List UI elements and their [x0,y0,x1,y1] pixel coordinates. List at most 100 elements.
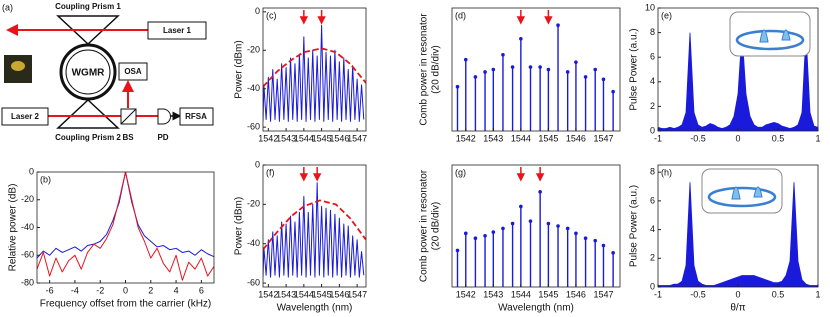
panel: 1542 1543 1544 1545 1546 1547 Comb power in re… [419,7,621,143]
resonator [65,49,111,95]
x-tick-label: 1546 [329,133,349,143]
x-tick-label: -6 [46,285,54,295]
data-line [37,172,214,281]
stem-head [455,248,460,253]
data-line [37,172,214,259]
x-tick-label: 0.5 [772,289,785,299]
stem-head [463,57,468,62]
x-tick-label: 0.5 [772,133,785,143]
y-axis-label: Comb power in resonator [419,13,430,126]
x-tick-label: 1547 [347,133,367,143]
x-tick-label: -1 [654,133,662,143]
panel-label: (b) [40,174,51,184]
prism-label: Coupling Prism 2 [55,133,121,142]
detector-label: PD [157,133,168,142]
axes-frame [451,7,621,132]
plot-area [658,182,818,287]
y-axis-label: Relative power (dB) [8,184,19,272]
axes-frame [451,164,621,288]
x-tick-label: -2 [96,285,104,295]
y-tick-label: 2 [650,253,655,263]
box-label: Laser 2 [11,112,40,121]
detector [157,108,171,125]
area [658,32,818,131]
data-line [263,47,366,88]
y-axis-label: (20 dB/div) [431,202,442,250]
x-axis-label: Wavelength (nm) [498,303,574,314]
panel: 1542 1543 1544 1545 1546 1547 Wavelength (nm) C… [419,164,621,314]
x-tick-label: 1542 [258,133,278,143]
stem-head [538,190,542,194]
y-axis-label: Comb power in resonator [419,169,430,282]
stem-head [538,65,542,69]
resonator-label: WGMR [72,68,106,79]
stem-head [519,204,523,209]
stem-head [593,238,598,243]
y-tick-label: -60 [21,250,34,260]
x-tick-label: 1544 [511,133,531,143]
y-axis-label: Power (dBm) [234,40,245,98]
panel-label: (h) [661,167,672,177]
x-tick-label: 1545 [312,133,332,143]
x-tick-label: 4 [174,285,179,295]
arrow [299,10,309,25]
y-tick-label: 2 [650,101,655,111]
y-tick-label: 0 [255,6,260,16]
x-axis-label: Wavelength (nm) [277,303,353,314]
stem-head [528,219,533,223]
stem-head [463,231,468,236]
arrow [516,10,526,25]
arrow [544,10,553,25]
stem-head [455,84,460,89]
y-axis-label: Pulse Power (a.u.) [629,28,640,110]
area [658,182,818,287]
x-tick-label: 1 [815,289,820,299]
stem-head [546,221,551,226]
y-tick-label: 0 [29,166,34,176]
stem-head [556,224,560,228]
y-tick-label: -20 [247,45,260,55]
y-tick-label: 4 [650,224,655,234]
axes-frame [262,164,367,288]
plot-area [455,23,615,131]
panel-label: (f) [266,167,275,177]
panel-label: (a) [2,2,13,12]
y-tick-label: 10 [645,2,655,12]
photo-detail [11,61,25,71]
prism [56,98,120,129]
x-tick-label: 1543 [483,289,503,299]
x-tick-label: 1547 [347,289,367,299]
panel-label: (e) [661,10,672,20]
axes-frame [36,171,215,284]
arrow [516,167,526,182]
x-tick-label: -0.5 [690,289,706,299]
splitter [120,108,137,125]
y-tick-label: -20 [247,199,260,209]
y-tick-label: 0 [650,281,655,291]
splitter-label: BS [122,133,134,142]
box-label: Laser 1 [163,26,192,35]
stem-head [601,243,606,248]
arrow [535,167,545,182]
x-tick-label: 1543 [483,133,503,143]
stem-head [583,236,588,240]
stem-head [491,67,496,72]
x-tick-label: 1547 [593,289,613,299]
axes-frame [262,7,367,132]
y-tick-label: 4 [650,76,655,86]
y-tick-label: 0 [255,159,260,169]
plot-area [263,182,366,278]
y-tick-label: 8 [650,27,655,37]
stem-head [611,89,615,94]
x-tick-label: 1542 [456,133,476,143]
x-tick-label: -4 [71,285,79,295]
stem-head [574,231,578,236]
x-tick-label: 1544 [294,133,314,143]
x-tick-label: -0.5 [690,133,706,143]
x-tick-label: 1542 [456,289,476,299]
